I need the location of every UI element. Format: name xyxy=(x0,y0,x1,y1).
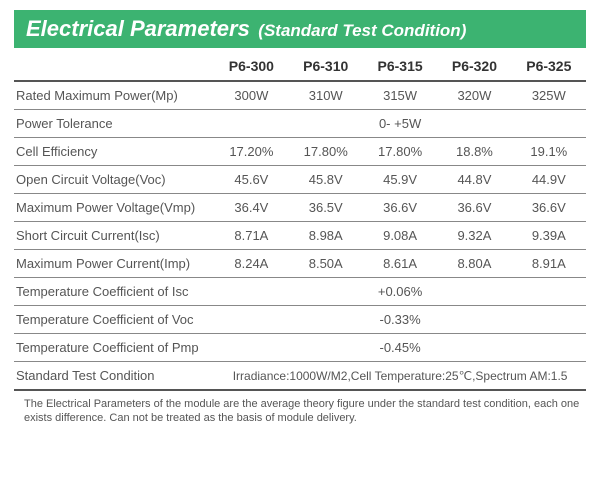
col-header: P6-310 xyxy=(289,52,363,81)
row-value: 325W xyxy=(512,81,586,110)
col-header: P6-315 xyxy=(363,52,437,81)
row-value: 17.80% xyxy=(289,138,363,166)
row-value: 19.1% xyxy=(512,138,586,166)
footnote: The Electrical Parameters of the module … xyxy=(14,391,586,426)
row-value: 300W xyxy=(214,81,288,110)
row-value: 8.91A xyxy=(512,250,586,278)
row-label: Rated Maximum Power(Mp) xyxy=(14,81,214,110)
row-label: Temperature Coefficient of Voc xyxy=(14,306,214,334)
row-value: 36.6V xyxy=(512,194,586,222)
col-header xyxy=(14,52,214,81)
row-value: 45.8V xyxy=(289,166,363,194)
row-value: 36.6V xyxy=(363,194,437,222)
row-label: Power Tolerance xyxy=(14,110,214,138)
row-span-value: -0.33% xyxy=(214,306,586,334)
row-value: 315W xyxy=(363,81,437,110)
col-header: P6-300 xyxy=(214,52,288,81)
row-value: 45.9V xyxy=(363,166,437,194)
col-header: P6-325 xyxy=(512,52,586,81)
row-value: 17.20% xyxy=(214,138,288,166)
row-value: 8.61A xyxy=(363,250,437,278)
table-row: Standard Test ConditionIrradiance:1000W/… xyxy=(14,362,586,391)
row-label: Maximum Power Voltage(Vmp) xyxy=(14,194,214,222)
row-span-value: +0.06% xyxy=(214,278,586,306)
row-value: 9.32A xyxy=(437,222,511,250)
title-bar: Electrical Parameters (Standard Test Con… xyxy=(14,10,586,48)
title-sub: (Standard Test Condition) xyxy=(258,21,466,40)
row-label: Short Circuit Current(Isc) xyxy=(14,222,214,250)
row-label: Maximum Power Current(Imp) xyxy=(14,250,214,278)
table-row: Short Circuit Current(Isc)8.71A8.98A9.08… xyxy=(14,222,586,250)
row-value: 8.71A xyxy=(214,222,288,250)
row-value: 9.39A xyxy=(512,222,586,250)
col-header: P6-320 xyxy=(437,52,511,81)
row-value: 17.80% xyxy=(363,138,437,166)
table-row: Maximum Power Voltage(Vmp)36.4V36.5V36.6… xyxy=(14,194,586,222)
row-value: 18.8% xyxy=(437,138,511,166)
row-label: Cell Efficiency xyxy=(14,138,214,166)
table-row: Cell Efficiency17.20%17.80%17.80%18.8%19… xyxy=(14,138,586,166)
table-row: Power Tolerance0- +5W xyxy=(14,110,586,138)
table-header-row: P6-300 P6-310 P6-315 P6-320 P6-325 xyxy=(14,52,586,81)
row-value: 9.08A xyxy=(363,222,437,250)
row-value: 44.8V xyxy=(437,166,511,194)
row-value: 8.98A xyxy=(289,222,363,250)
row-value: 310W xyxy=(289,81,363,110)
row-label: Open Circuit Voltage(Voc) xyxy=(14,166,214,194)
row-span-value: Irradiance:1000W/M2,Cell Temperature:25℃… xyxy=(214,362,586,391)
table-row: Temperature Coefficient of Isc+0.06% xyxy=(14,278,586,306)
table-row: Temperature Coefficient of Pmp-0.45% xyxy=(14,334,586,362)
row-value: 36.6V xyxy=(437,194,511,222)
row-value: 8.24A xyxy=(214,250,288,278)
row-span-value: -0.45% xyxy=(214,334,586,362)
row-label: Temperature Coefficient of Pmp xyxy=(14,334,214,362)
row-value: 45.6V xyxy=(214,166,288,194)
row-value: 36.5V xyxy=(289,194,363,222)
row-value: 8.50A xyxy=(289,250,363,278)
row-label: Temperature Coefficient of Isc xyxy=(14,278,214,306)
row-span-value: 0- +5W xyxy=(214,110,586,138)
row-label: Standard Test Condition xyxy=(14,362,214,391)
row-value: 36.4V xyxy=(214,194,288,222)
table-row: Maximum Power Current(Imp)8.24A8.50A8.61… xyxy=(14,250,586,278)
row-value: 320W xyxy=(437,81,511,110)
row-value: 44.9V xyxy=(512,166,586,194)
parameters-table: P6-300 P6-310 P6-315 P6-320 P6-325 Rated… xyxy=(14,52,586,391)
table-row: Open Circuit Voltage(Voc)45.6V45.8V45.9V… xyxy=(14,166,586,194)
table-row: Temperature Coefficient of Voc-0.33% xyxy=(14,306,586,334)
table-row: Rated Maximum Power(Mp)300W310W315W320W3… xyxy=(14,81,586,110)
title-main: Electrical Parameters xyxy=(26,16,250,41)
row-value: 8.80A xyxy=(437,250,511,278)
